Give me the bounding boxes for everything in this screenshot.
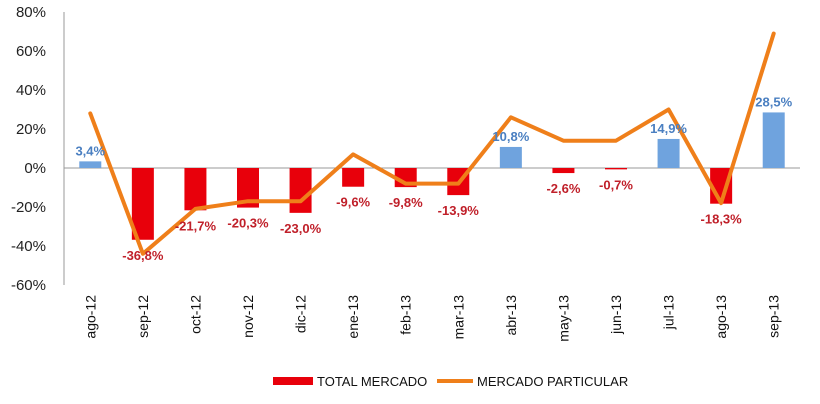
data-label-jul-13: 14,9% — [650, 121, 687, 136]
y-tick-label: -60% — [11, 277, 46, 294]
x-tick-label: may-13 — [555, 295, 571, 342]
data-label-feb-13: -9,8% — [389, 195, 423, 210]
bar-abr-13 — [499, 146, 522, 168]
y-tick-label: -40% — [11, 238, 46, 255]
x-tick-label: sep-13 — [766, 295, 782, 338]
data-label-ago-12: 3,4% — [75, 143, 105, 158]
data-label-sep-12: -36,8% — [122, 248, 164, 263]
legend-swatch-total-mercado — [273, 377, 313, 385]
y-tick-label: 40% — [16, 82, 46, 99]
line-mercado-particular — [88, 31, 776, 256]
y-axis-ticks: 80% 60% 40% 20% 0% -20% -40% -60% — [11, 4, 46, 294]
data-label-ene-13: -9,6% — [336, 195, 370, 210]
x-tick-label: mar-13 — [450, 295, 466, 340]
x-tick-label: dic-12 — [293, 295, 309, 333]
data-label-mar-13: -13,9% — [438, 203, 480, 218]
data-label-ago-13: -18,3% — [701, 212, 743, 227]
data-label-nov-12: -20,3% — [227, 216, 269, 231]
legend-label-total-mercado: TOTAL MERCADO — [317, 374, 427, 389]
legend: TOTAL MERCADO MERCADO PARTICULAR — [273, 374, 628, 389]
y-tick-label: 60% — [16, 43, 46, 60]
data-label-may-13: -2,6% — [546, 181, 580, 196]
bar-may-13 — [552, 168, 575, 174]
y-tick-label: 80% — [16, 4, 46, 21]
x-tick-label: ene-13 — [345, 295, 361, 339]
data-label-oct-12: -21,7% — [175, 218, 217, 233]
bar-ene-13 — [342, 168, 365, 187]
x-tick-label: nov-12 — [240, 295, 256, 338]
bar-oct-12 — [184, 168, 207, 211]
legend-label-mercado-particular: MERCADO PARTICULAR — [477, 374, 628, 389]
x-tick-label: feb-13 — [398, 295, 414, 335]
data-label-dic-12: -23,0% — [280, 221, 322, 236]
bar-sep-12 — [131, 168, 154, 240]
y-tick-label: 20% — [16, 121, 46, 138]
bar-nov-12 — [237, 168, 259, 208]
data-labels: 3,4% -36,8% -21,7% -20,3% -23,0% -9,6% -9,8% -1… — [75, 94, 792, 262]
bar-jun-13 — [605, 168, 627, 170]
x-tick-label: ago-12 — [82, 295, 98, 339]
bar-sep-13 — [762, 112, 785, 168]
x-tick-label: jun-13 — [608, 295, 624, 335]
bar-ago-12 — [79, 161, 102, 168]
data-label-abr-13: 10,8% — [492, 129, 529, 144]
y-tick-label: -20% — [11, 199, 46, 216]
x-tick-label: sep-12 — [135, 295, 151, 338]
data-label-jun-13: -0,7% — [599, 177, 633, 192]
line-series-mercado-particular — [88, 31, 776, 256]
x-tick-label: ago-13 — [713, 295, 729, 339]
x-tick-label: jul-13 — [661, 295, 677, 330]
bar-jul-13 — [657, 138, 680, 168]
x-tick-label: abr-13 — [503, 295, 519, 336]
x-axis-ticks: ago-12 sep-12 oct-12 nov-12 dic-12 ene-13 feb-… — [82, 295, 781, 342]
x-tick-label: oct-12 — [187, 295, 203, 334]
data-label-sep-13: 28,5% — [755, 94, 792, 109]
bar-dic-12 — [289, 168, 312, 213]
y-tick-label: 0% — [24, 160, 46, 177]
